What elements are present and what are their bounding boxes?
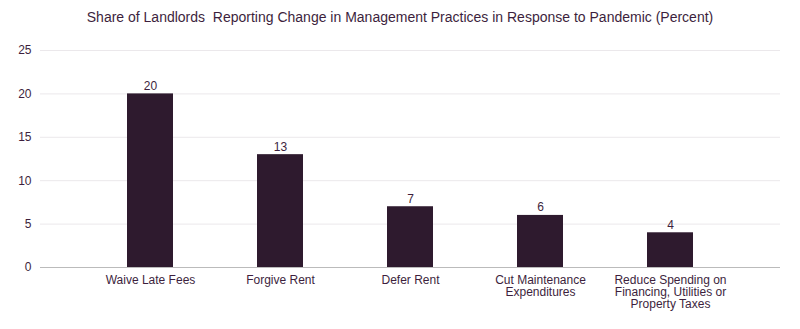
svg-text:Forgive Rent: Forgive Rent — [246, 273, 315, 287]
svg-text:25: 25 — [18, 43, 32, 57]
svg-text:4: 4 — [667, 218, 674, 232]
svg-text:Waive Late Fees: Waive Late Fees — [106, 273, 196, 287]
svg-text:Cut MaintenanceExpenditures: Cut MaintenanceExpenditures — [495, 273, 586, 299]
svg-text:0: 0 — [25, 260, 32, 274]
svg-text:Reduce Spending onFinancing, U: Reduce Spending onFinancing, Utilities o… — [614, 273, 726, 311]
svg-text:10: 10 — [18, 174, 32, 188]
svg-text:Defer Rent: Defer Rent — [381, 273, 440, 287]
svg-text:6: 6 — [537, 200, 544, 214]
svg-text:20: 20 — [144, 79, 158, 93]
svg-text:20: 20 — [18, 87, 32, 101]
svg-text:5: 5 — [25, 217, 32, 231]
svg-text:7: 7 — [407, 192, 414, 206]
html-text:Share of Landlords Reporting C: Share of Landlords Reporting Change in M… — [86, 9, 714, 25]
svg-text:13: 13 — [274, 140, 288, 154]
svg-text:15: 15 — [18, 130, 32, 144]
